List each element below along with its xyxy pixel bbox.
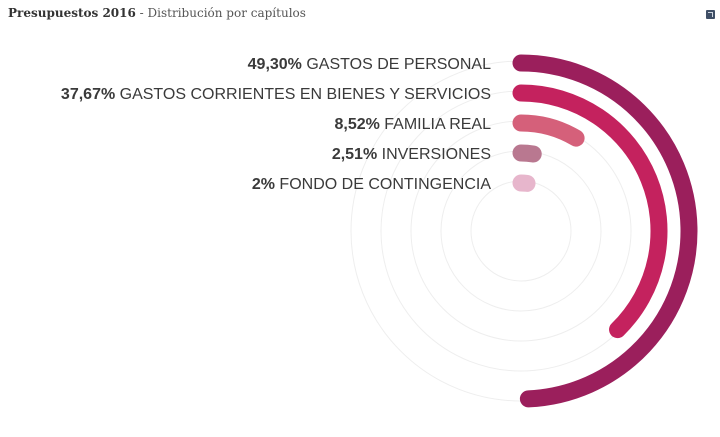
bar-label-name: FAMILIA REAL — [380, 116, 491, 133]
chart-subtitle: Distribución por capítulos — [147, 6, 306, 20]
bar-label-4: 2,51% INVERSIONES — [332, 146, 491, 163]
bar-label-percent: 49,30% — [248, 56, 302, 73]
bar-label-name: INVERSIONES — [377, 146, 491, 163]
bar-label-5: 2% FONDO DE CONTINGENCIA — [252, 176, 491, 193]
bar-label-percent: 2,51% — [332, 146, 377, 163]
expand-icon[interactable] — [706, 10, 715, 19]
bar-label-name: GASTOS CORRIENTES EN BIENES Y SERVICIOS — [115, 86, 491, 103]
bar-label-3: 8,52% FAMILIA REAL — [334, 116, 491, 133]
chart-labels: 49,30% GASTOS DE PERSONAL 37,67% GASTOS C… — [61, 56, 491, 193]
bar-label-percent: 37,67% — [61, 86, 115, 103]
title-separator: - — [135, 6, 148, 20]
bar-label-percent: 2% — [252, 176, 275, 193]
bar-3[interactable] — [512, 114, 585, 147]
bar-2[interactable] — [512, 84, 668, 339]
chart-title: Presupuestos 2016 — [8, 6, 136, 20]
bar-4[interactable] — [512, 144, 542, 163]
bar-label-2: 37,67% GASTOS CORRIENTES EN BIENES Y SER… — [61, 86, 491, 103]
bar-label-name: GASTOS DE PERSONAL — [302, 56, 491, 73]
grid-circle-1 — [470, 180, 572, 282]
bar-label-1: 49,30% GASTOS DE PERSONAL — [248, 56, 491, 73]
bar-label-percent: 8,52% — [334, 116, 379, 133]
chart-bars — [512, 54, 698, 408]
bar-1[interactable] — [512, 54, 698, 408]
chart-header: Presupuestos 2016 - Distribución por cap… — [8, 6, 306, 20]
bar-label-name: FONDO DE CONTINGENCIA — [275, 176, 491, 193]
